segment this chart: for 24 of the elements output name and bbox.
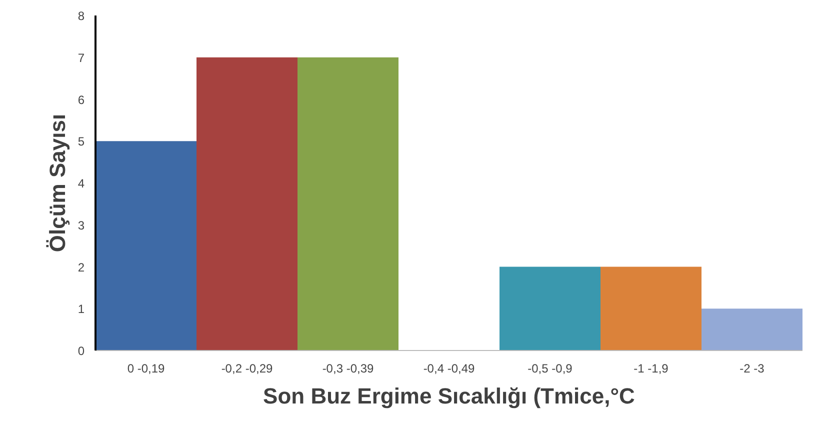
bar bbox=[702, 308, 802, 350]
bar bbox=[500, 266, 600, 350]
y-tick-label: 6 bbox=[78, 92, 85, 107]
x-tick-label: 0 -0,19 bbox=[127, 362, 166, 376]
y-tick-label: 3 bbox=[78, 218, 85, 232]
x-tick-label: -0,5 -0,9 bbox=[528, 362, 573, 376]
y-tick-label: 7 bbox=[78, 50, 85, 65]
x-tick-label: -0,3 -0,39 bbox=[322, 362, 374, 376]
y-tick-label: 4 bbox=[78, 176, 85, 190]
bar bbox=[96, 141, 196, 350]
y-tick-label: 0 bbox=[78, 344, 85, 358]
y-tick-label: 1 bbox=[78, 302, 85, 316]
x-tick-label: -0,2 -0,29 bbox=[221, 362, 274, 376]
x-tick-label: -2 -3 bbox=[740, 362, 765, 376]
y-tick-label: 2 bbox=[78, 260, 85, 274]
x-axis-title: Son Buz Ergime Sıcaklığı (Tmice,°C bbox=[263, 384, 636, 408]
y-axis-title: Ölçüm Sayısı bbox=[44, 114, 70, 252]
bar bbox=[196, 57, 298, 350]
x-tick-label: -1 -1,9 bbox=[634, 362, 669, 376]
y-tick-label: 5 bbox=[78, 134, 85, 149]
bar bbox=[600, 266, 702, 350]
y-tick-label: 8 bbox=[78, 9, 85, 23]
bar bbox=[298, 57, 398, 350]
x-tick-label: -0,4 -0,49 bbox=[423, 362, 476, 376]
